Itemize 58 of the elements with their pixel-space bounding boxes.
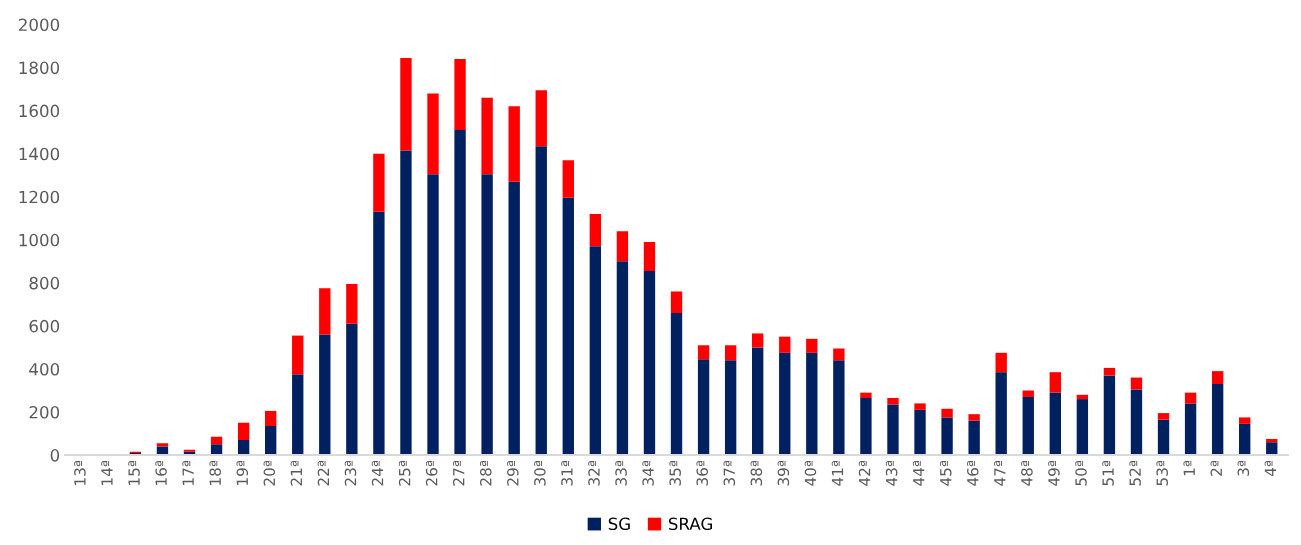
x-tick-label: 39ª xyxy=(777,460,790,486)
x-tick-label: 2ª xyxy=(1210,460,1222,476)
x-tick-label: 45ª xyxy=(939,460,952,486)
x-tick-label: 42ª xyxy=(858,460,871,486)
x-tick-label: 18ª xyxy=(209,460,221,485)
x-tick-label: 21ª xyxy=(290,460,302,486)
x-tick-label: 33ª xyxy=(615,460,627,486)
x-tick-label: 1ª xyxy=(1183,460,1195,476)
legend-label: SG xyxy=(608,517,630,531)
x-tick-label: 48ª xyxy=(1021,460,1033,486)
y-tick-label: 1800 xyxy=(19,61,60,75)
x-tick-label: 29ª xyxy=(507,460,519,486)
x-tick-label: 22ª xyxy=(317,460,330,486)
y-tick-label: 0 xyxy=(50,449,60,462)
x-tick-label: 20ª xyxy=(263,460,276,486)
x-tick-label: 40ª xyxy=(804,460,817,486)
x-tick-label: 38ª xyxy=(750,460,763,486)
x-tick-label: 15ª xyxy=(128,460,140,485)
x-tick-label: 35ª xyxy=(669,460,681,486)
y-tick-label: 600 xyxy=(29,319,60,333)
x-tick-label: 34ª xyxy=(642,460,654,486)
x-tick-label: 16ª xyxy=(155,460,167,485)
x-tick-label: 19ª xyxy=(236,460,249,485)
y-tick-label: 400 xyxy=(29,362,60,376)
x-tick-label: 52ª xyxy=(1129,460,1141,486)
x-tick-label: 53ª xyxy=(1156,460,1168,486)
y-tick-label: 800 xyxy=(29,276,60,290)
x-tick-label: 37ª xyxy=(723,460,736,486)
x-tick-label: 17ª xyxy=(182,460,194,485)
x-tick-label: 13ª xyxy=(74,460,86,485)
legend-label: SRAG xyxy=(668,517,712,531)
x-tick-label: 51ª xyxy=(1102,460,1114,486)
x-tick-label: 27ª xyxy=(452,460,465,486)
y-tick-label: 1600 xyxy=(19,104,60,118)
x-tick-label: 4ª xyxy=(1264,460,1276,477)
x-tick-label: 31ª xyxy=(561,460,573,486)
y-tick-label: 1400 xyxy=(19,147,60,161)
x-tick-label: 49ª xyxy=(1048,460,1060,486)
y-tick-label: 1200 xyxy=(19,190,60,204)
x-tick-label: 26ª xyxy=(425,460,438,486)
y-tick-label: 2000 xyxy=(18,18,60,32)
x-tick-label: 46ª xyxy=(967,460,979,486)
x-tick-label: 30ª xyxy=(534,460,546,486)
x-tick-label: 43ª xyxy=(885,460,898,486)
x-tick-label: 14ª xyxy=(101,460,113,485)
x-tick-label: 3ª xyxy=(1237,460,1250,476)
y-tick-label: 1000 xyxy=(19,233,60,247)
y-tick-label: 200 xyxy=(29,405,60,419)
x-tick-label: 24ª xyxy=(371,460,384,486)
x-tick-label: 23ª xyxy=(344,460,357,486)
x-tick-label: 50ª xyxy=(1075,460,1087,486)
x-tick-label: 47ª xyxy=(994,460,1006,486)
x-tick-label: 32ª xyxy=(588,460,600,486)
x-tick-label: 28ª xyxy=(480,460,492,486)
x-tick-label: 41ª xyxy=(831,460,844,486)
x-tick-label: 44ª xyxy=(912,460,925,486)
x-tick-label: 36ª xyxy=(696,460,709,486)
x-tick-label: 25ª xyxy=(398,460,411,486)
